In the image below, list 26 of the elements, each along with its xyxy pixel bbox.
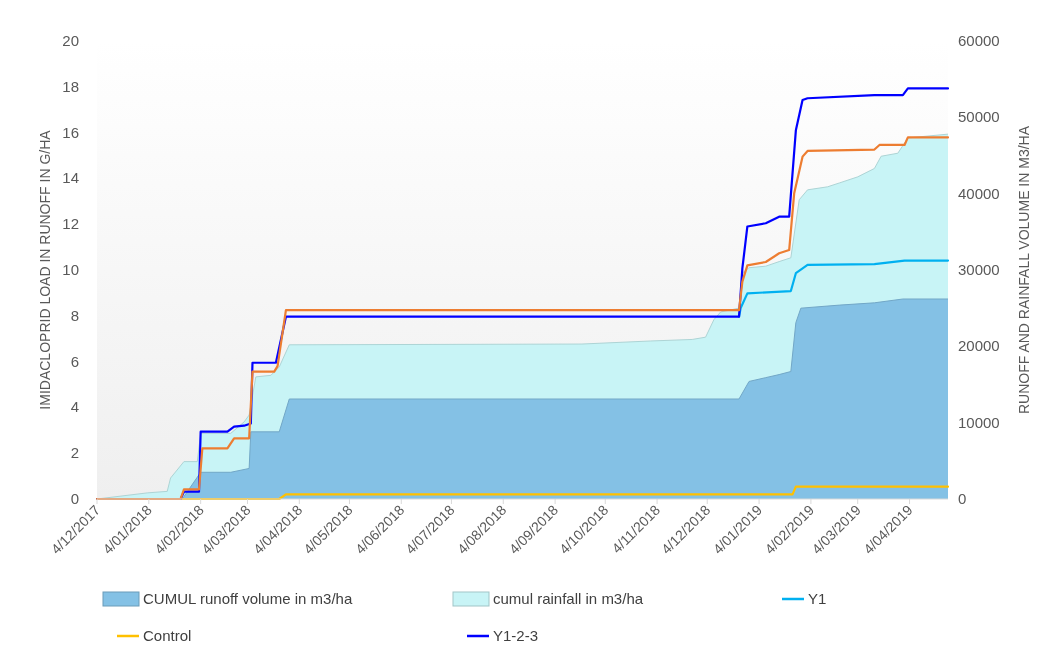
legend-label: Y1: [808, 590, 827, 607]
y-tick-label: 8: [70, 306, 79, 324]
y-tick-label: 6: [70, 352, 79, 370]
y-tick-label: 4: [70, 398, 79, 416]
y2-tick-label: 10000: [958, 413, 1000, 431]
y2-tick-label: 60000: [958, 32, 1000, 49]
y-tick-label: 10: [62, 261, 79, 278]
y-tick-label: 2: [70, 444, 79, 462]
y2-tick-label: 0: [958, 490, 967, 507]
line-series: [737, 259, 950, 318]
legend-label: Control: [143, 627, 192, 644]
y-tick-label: 18: [62, 77, 79, 95]
legend-label: CUMUL runoff volume in m3/ha: [143, 590, 353, 607]
y2-tick-label: 50000: [958, 108, 1000, 126]
legend-label: Y1-2-3: [493, 627, 539, 644]
y-tick-label: 0: [70, 490, 79, 507]
y-tick-label: 16: [62, 123, 79, 141]
y-axis-title: IMIDACLOPRID LOAD IN RUNOFF IN G/HA: [37, 129, 53, 410]
y2-tick-label: 40000: [958, 184, 1000, 202]
y-tick-label: 14: [62, 169, 79, 187]
y2-tick-label: 30000: [958, 261, 1000, 278]
y2-tick-label: 20000: [958, 337, 1000, 355]
y2-axis-title: RUNOFF AND RAINFALL VOLUME IN M3/HA: [1016, 125, 1032, 415]
y-tick-label: 20: [62, 32, 79, 49]
y-tick-label: 12: [62, 215, 79, 233]
legend-label: cumul rainfall in m3/ha: [493, 590, 644, 607]
